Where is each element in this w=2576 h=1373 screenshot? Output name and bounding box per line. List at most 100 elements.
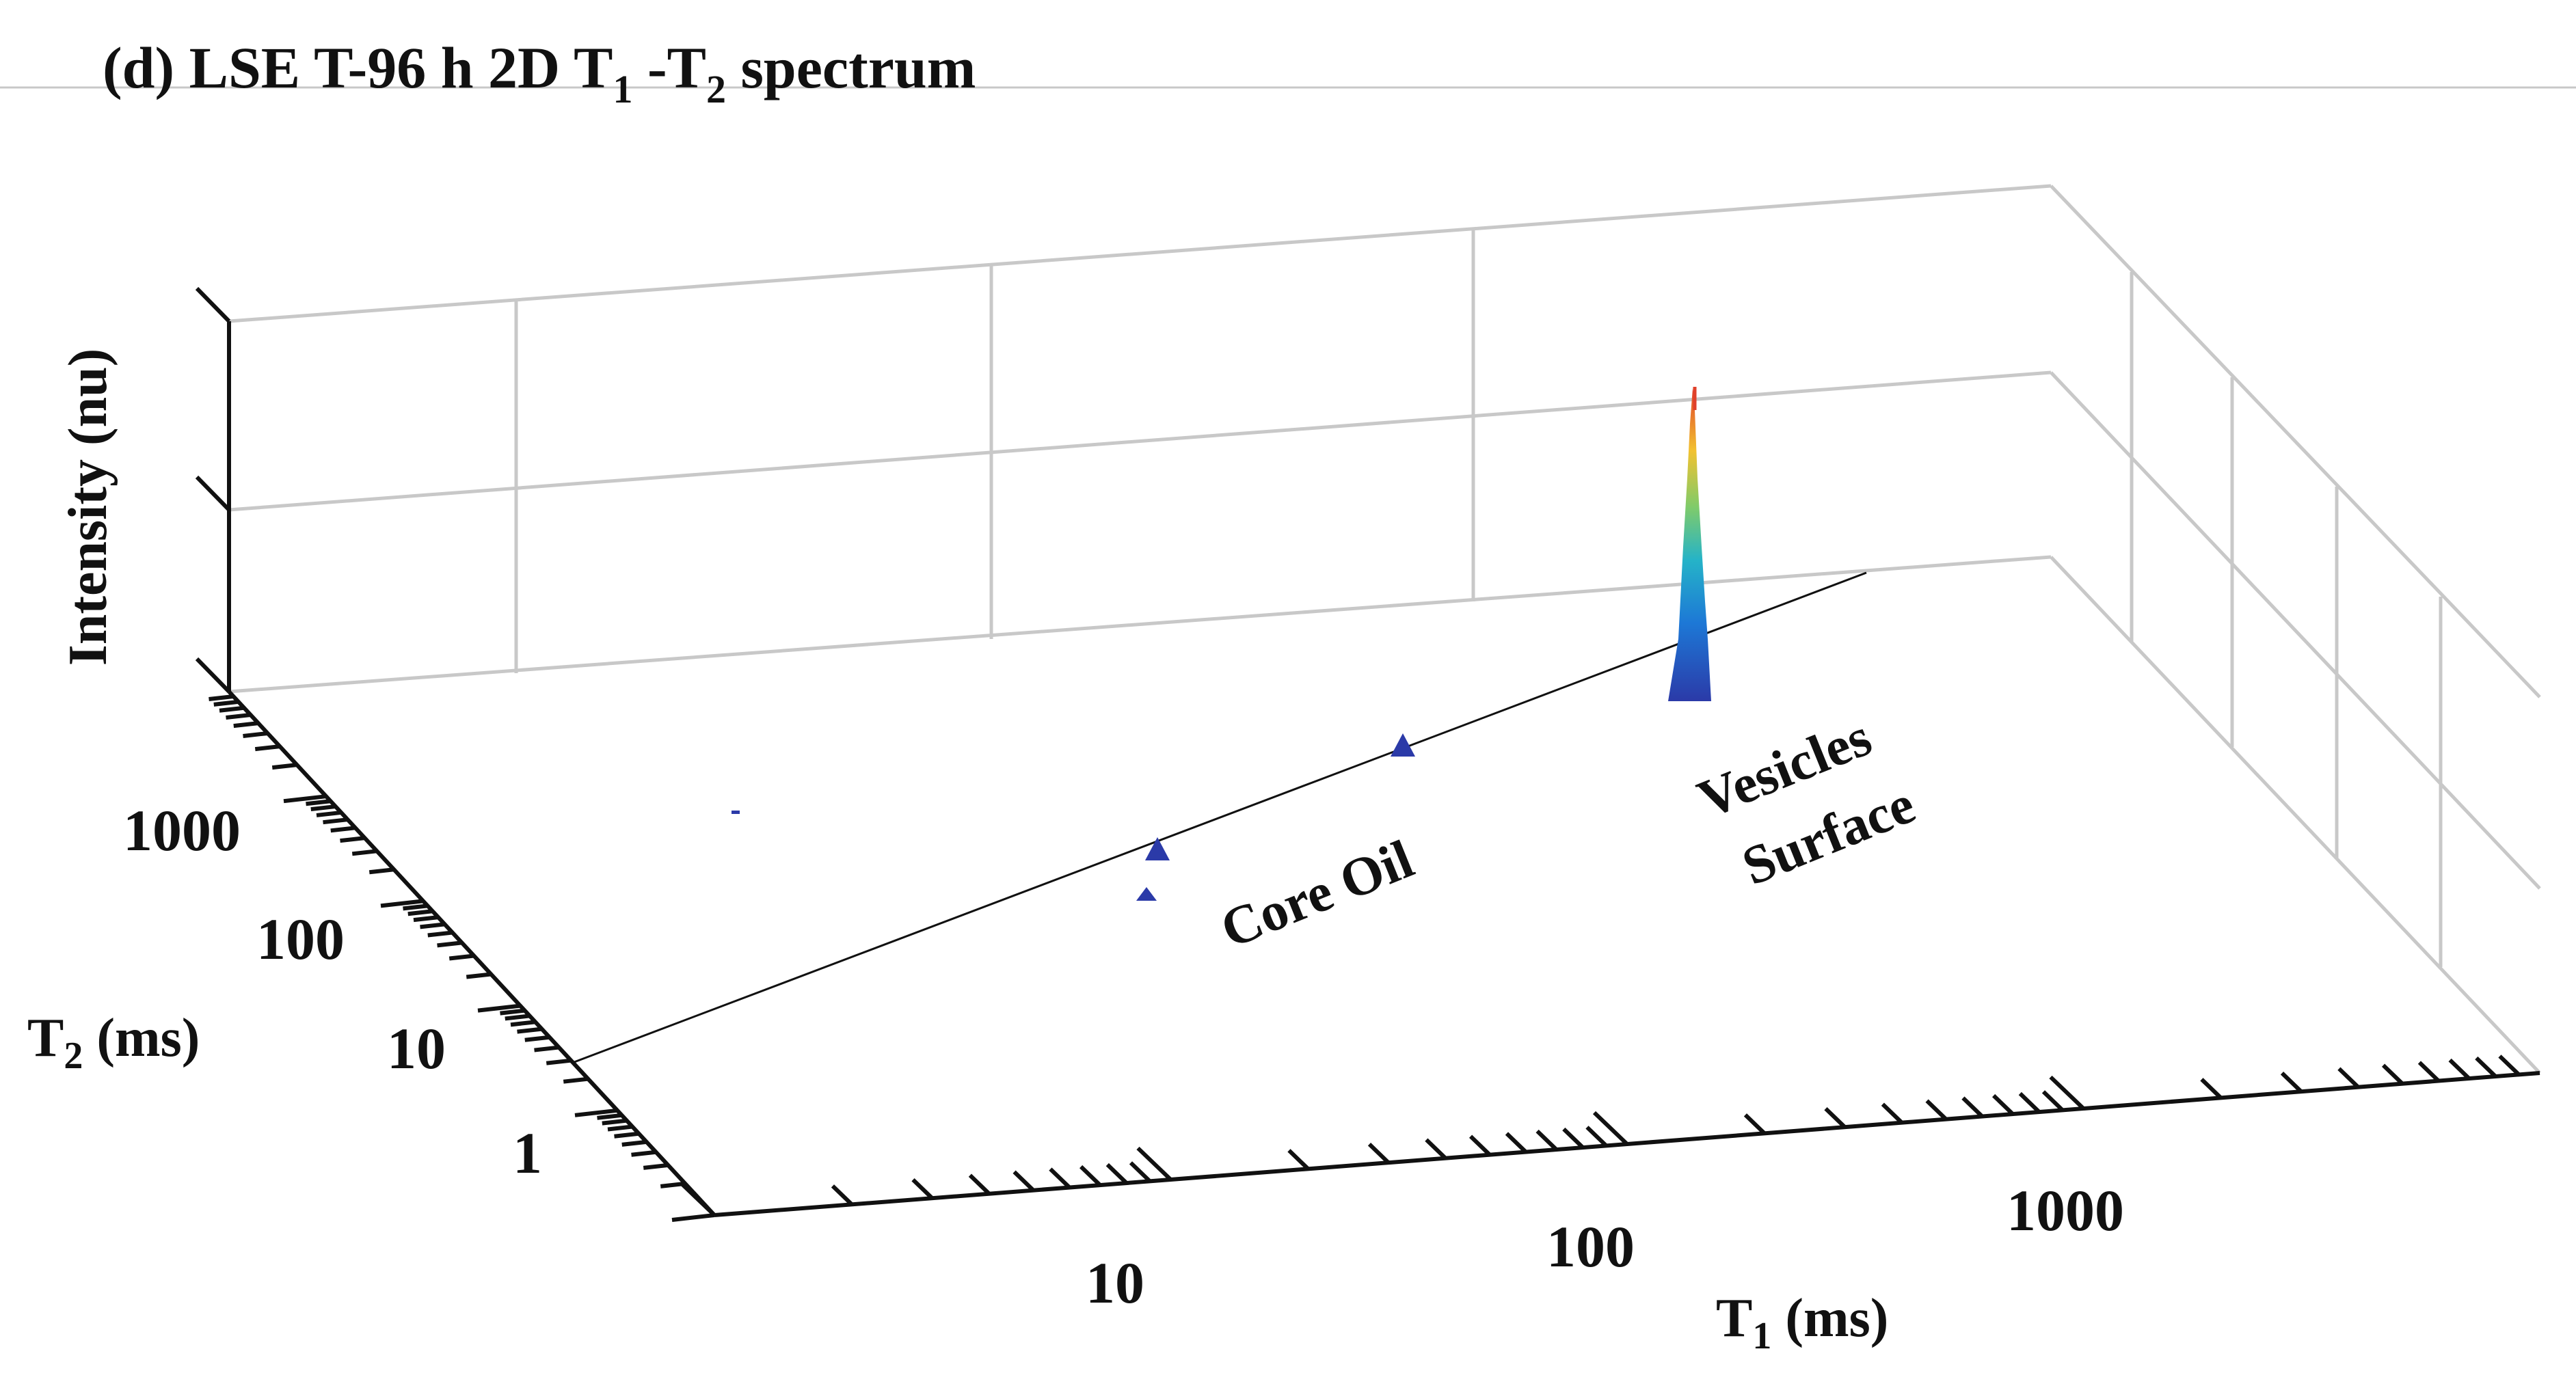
x-axis-tick bbox=[2448, 1058, 2471, 1080]
x-axis-tick bbox=[2018, 1091, 2041, 1114]
x-tick-label-100: 100 bbox=[1546, 1214, 1635, 1279]
vesicles-surface-peak bbox=[1668, 388, 1711, 701]
x-axis-tick bbox=[1012, 1170, 1035, 1192]
x-axis-tick bbox=[1961, 1096, 1984, 1118]
x-axis-tick bbox=[968, 1173, 991, 1195]
x-axis-tick bbox=[2381, 1063, 2404, 1085]
x-tick-labels: 10 100 1000 bbox=[1086, 1178, 2124, 1316]
x-axis-tick bbox=[2280, 1072, 2303, 1093]
y-axis-tick bbox=[427, 930, 453, 938]
x-axis-ticks bbox=[680, 1055, 2521, 1217]
y-axis bbox=[209, 690, 716, 1222]
y-axis-tick bbox=[368, 867, 394, 875]
x-tick-label-10: 10 bbox=[1086, 1250, 1144, 1316]
x-axis-tick bbox=[1468, 1134, 1492, 1156]
y-axis-tick bbox=[643, 1163, 669, 1170]
back-wall-mid bbox=[228, 370, 2052, 512]
back-wall-bottom bbox=[228, 555, 2052, 694]
x-axis-tick bbox=[1743, 1113, 1767, 1135]
x-axis-tick bbox=[2475, 1056, 2497, 1078]
side-wall-bottom bbox=[2050, 556, 2541, 1074]
chart-title: (d) LSE T-96 h 2D T1 -T2 spectrum bbox=[103, 35, 976, 111]
y-tick-labels: 1 10 100 1000 bbox=[123, 798, 542, 1186]
noise-dot bbox=[732, 811, 740, 814]
x-axis-tick bbox=[2049, 1075, 2085, 1111]
annotation-core-oil: Core Oil bbox=[1213, 829, 1422, 960]
y-axis-tick bbox=[621, 1139, 647, 1147]
z-axis-label: Intensity (nu) bbox=[58, 349, 118, 666]
y-axis-tick bbox=[420, 922, 445, 929]
x-axis-tick bbox=[1079, 1165, 1102, 1187]
y-axis-label: T2 (ms) bbox=[27, 1008, 200, 1077]
y-axis-tick bbox=[563, 1076, 589, 1084]
y-axis-tick bbox=[219, 705, 245, 713]
t1-equals-t2-line bbox=[574, 571, 1867, 1063]
z-axis-tick bbox=[195, 657, 231, 694]
side-wall-grid bbox=[2050, 185, 2541, 1074]
y-tick-label-1000: 1000 bbox=[123, 798, 241, 863]
x-axis-tick bbox=[2417, 1061, 2440, 1083]
y-axis-tick bbox=[306, 799, 331, 806]
y-axis-tick bbox=[271, 763, 297, 770]
x-axis-tick bbox=[1425, 1138, 1447, 1160]
y-axis-tick bbox=[213, 699, 239, 707]
x-axis-tick bbox=[1287, 1149, 1310, 1171]
y-axis-tick bbox=[437, 940, 462, 948]
x-axis-tick bbox=[1505, 1132, 1527, 1154]
x-axis-tick bbox=[2337, 1067, 2360, 1089]
y-axis-line bbox=[227, 690, 716, 1217]
y-tick-label-10: 10 bbox=[387, 1016, 446, 1081]
back-wall-top bbox=[228, 184, 2052, 323]
x-axis-tick bbox=[1105, 1163, 1128, 1185]
y-axis-tick bbox=[283, 794, 327, 804]
x-axis-tick bbox=[1136, 1146, 1172, 1182]
x-axis-tick bbox=[1925, 1099, 1948, 1121]
y-axis-tick bbox=[403, 903, 428, 911]
y-axis-tick bbox=[323, 817, 348, 825]
z-axis-tick bbox=[195, 475, 231, 512]
z-axis bbox=[195, 286, 231, 694]
x-axis-tick bbox=[1562, 1127, 1585, 1150]
y-axis-tick bbox=[505, 1014, 531, 1021]
y-axis-tick bbox=[614, 1131, 639, 1139]
y-tick-label-1: 1 bbox=[513, 1120, 542, 1186]
y-axis-tick bbox=[597, 1113, 622, 1120]
y-axis-ticks bbox=[209, 694, 715, 1222]
y-axis-tick bbox=[243, 731, 268, 738]
x-axis-tick bbox=[1535, 1129, 1558, 1152]
side-wall-top bbox=[2050, 185, 2541, 698]
x-axis-tick bbox=[1824, 1107, 1847, 1129]
x-axis-tick bbox=[1049, 1167, 1071, 1189]
y-axis-tick bbox=[330, 826, 356, 833]
core-oil-peak-3 bbox=[1136, 887, 1157, 901]
x-axis-tick bbox=[2200, 1078, 2223, 1100]
side-wall-mid bbox=[2050, 371, 2541, 890]
y-axis-tick bbox=[607, 1124, 633, 1132]
x-axis-tick bbox=[1367, 1143, 1391, 1165]
x-axis-tick bbox=[1129, 1161, 1152, 1183]
y-axis-tick bbox=[534, 1045, 559, 1052]
y-axis-tick bbox=[310, 804, 336, 812]
y-axis-tick bbox=[524, 1035, 550, 1042]
x-axis-tick bbox=[1992, 1093, 2015, 1116]
y-axis-tick bbox=[340, 836, 365, 843]
y-axis-tick bbox=[466, 972, 492, 979]
x-axis-tick bbox=[2041, 1090, 2065, 1112]
z-axis-tick bbox=[195, 286, 231, 323]
y-axis-tick bbox=[546, 1058, 572, 1065]
x-axis-tick bbox=[831, 1184, 854, 1206]
y-axis-tick bbox=[254, 744, 280, 752]
y-tick-label-100: 100 bbox=[256, 906, 345, 972]
y-axis-tick bbox=[448, 953, 474, 961]
y-axis-tick bbox=[407, 909, 433, 916]
x-axis-label: T1 (ms) bbox=[1716, 1288, 1888, 1357]
y-axis-tick bbox=[413, 915, 439, 923]
y-axis-tick bbox=[574, 1108, 618, 1117]
core-oil-peak-2 bbox=[1145, 837, 1170, 860]
y-axis-tick bbox=[602, 1118, 628, 1126]
x-tick-label-1000: 1000 bbox=[2007, 1178, 2124, 1243]
y-axis-tick bbox=[209, 694, 234, 701]
back-wall-grid bbox=[228, 184, 2052, 694]
y-axis-tick bbox=[660, 1181, 686, 1188]
